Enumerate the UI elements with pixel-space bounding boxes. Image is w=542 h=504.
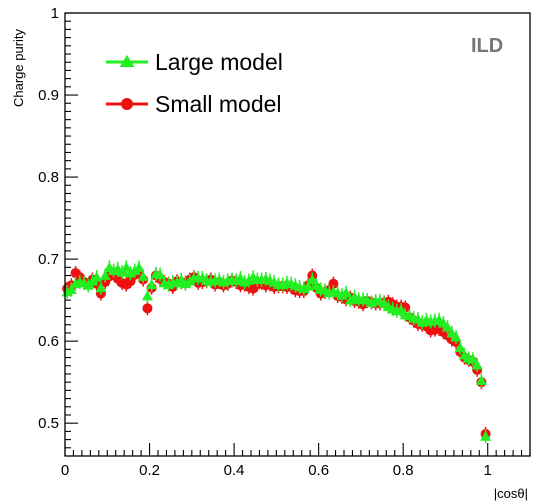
data-point-large-model [442, 321, 454, 332]
legend: Large model Small model [106, 49, 283, 117]
data-point-small-model [142, 303, 153, 314]
x-tick-label: 0.6 [308, 462, 329, 479]
legend-label-small: Small model [155, 91, 282, 117]
data-point-large-model [91, 271, 103, 282]
data-point-large-model [154, 269, 166, 280]
axis-ticks: 0 0.2 0.4 0.6 0.8 1 0.5 0.6 0.7 0.8 0.9 1 [38, 5, 531, 479]
series-large-model [61, 260, 492, 444]
data-point-large-model [99, 270, 111, 280]
y-tick-label: 0.9 [38, 87, 59, 104]
data-point-large-model [146, 279, 158, 289]
data-point-large-model [137, 270, 149, 281]
data-point-large-model [302, 280, 314, 291]
data-point-large-model [475, 375, 487, 385]
y-tick-label: 0.6 [38, 333, 59, 350]
data-point-large-model [395, 304, 407, 315]
ild-annotation: ILD [471, 35, 503, 57]
data-point-large-model [120, 261, 132, 272]
data-point-large-model [471, 359, 483, 370]
y-axis-title-group: Charge purity [11, 28, 26, 107]
data-point-large-model [454, 342, 466, 353]
y-tick-label: 1 [51, 5, 59, 22]
data-point-small-model [328, 278, 339, 289]
x-tick-label: 1 [484, 462, 492, 479]
x-axis-title: |cosθ| [494, 486, 528, 501]
data-point-large-model [65, 283, 77, 294]
legend-label-large: Large model [155, 49, 283, 75]
legend-marker-large [119, 55, 135, 67]
x-tick-label: 0.8 [393, 462, 414, 479]
data-marks [61, 260, 492, 444]
x-tick-label: 0.2 [139, 462, 160, 479]
data-point-large-model [467, 353, 479, 364]
data-point-large-model [340, 287, 352, 298]
data-point-large-model [133, 261, 145, 272]
y-tick-label: 0.8 [38, 169, 59, 186]
x-tick-label: 0 [61, 462, 69, 479]
data-point-large-model [141, 290, 153, 301]
x-tick-label: 0.4 [224, 462, 245, 479]
legend-marker-small [121, 98, 133, 110]
data-point-large-model [480, 430, 492, 441]
data-point-large-model [450, 331, 462, 342]
series-small-model [62, 265, 491, 441]
y-tick-label: 0.7 [38, 251, 59, 268]
y-tick-label: 0.5 [38, 415, 59, 432]
data-point-large-model [95, 282, 107, 293]
y-axis-title: Charge purity [11, 28, 26, 107]
plot-frame [64, 12, 531, 457]
data-point-large-model [306, 274, 318, 285]
